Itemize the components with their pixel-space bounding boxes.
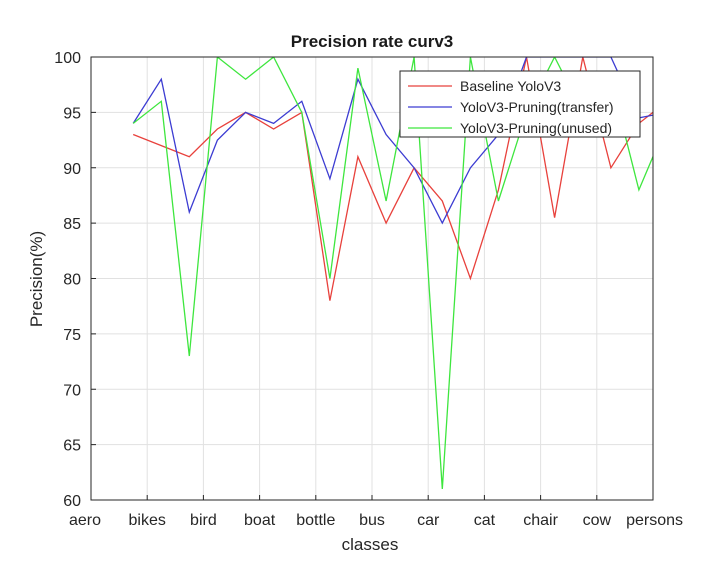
series-line-2 [132, 57, 653, 225]
x-axis-ticks: aero bikes bird boat bottle bus car cat chair cow… [69, 495, 683, 529]
legend-label: YoloV3-Pruning(unused) [460, 120, 612, 136]
y-axis-ticks: 60 65 70 75 80 85 90 95 100 [54, 50, 96, 510]
y-tick-label: 85 [63, 216, 81, 233]
chart-title: Precision rate curv3 [291, 32, 454, 51]
legend: Baseline YoloV3 YoloV3-Pruning(transfer) Y… [399, 70, 641, 138]
x-tick-label: cat [474, 512, 496, 529]
y-axis-label: Precision(%) [27, 231, 46, 327]
x-tick-label: bottle [296, 512, 335, 529]
y-tick-label: 90 [63, 161, 81, 178]
legend-label: Baseline YoloV3 [460, 78, 561, 94]
x-tick-label: boat [244, 512, 276, 529]
y-tick-label: 65 [63, 438, 81, 455]
x-tick-label: bus [359, 512, 385, 529]
y-tick-label: 100 [54, 50, 81, 67]
x-tick-label: chair [523, 512, 558, 529]
x-tick-label: cow [583, 512, 612, 529]
x-tick-label: car [417, 512, 440, 529]
x-tick-label: bird [190, 512, 217, 529]
y-tick-label: 95 [63, 105, 81, 122]
legend-box [399, 70, 641, 138]
x-tick-label: persons [626, 512, 683, 529]
x-axis-label: classes [342, 535, 399, 554]
legend-label: YoloV3-Pruning(transfer) [460, 99, 614, 115]
x-tick-label: aero [69, 512, 101, 529]
y-tick-label: 60 [63, 493, 81, 510]
y-tick-label: 75 [63, 327, 81, 344]
x-tick-label: bikes [129, 512, 166, 529]
y-tick-label: 80 [63, 272, 81, 289]
y-tick-label: 70 [63, 382, 81, 399]
